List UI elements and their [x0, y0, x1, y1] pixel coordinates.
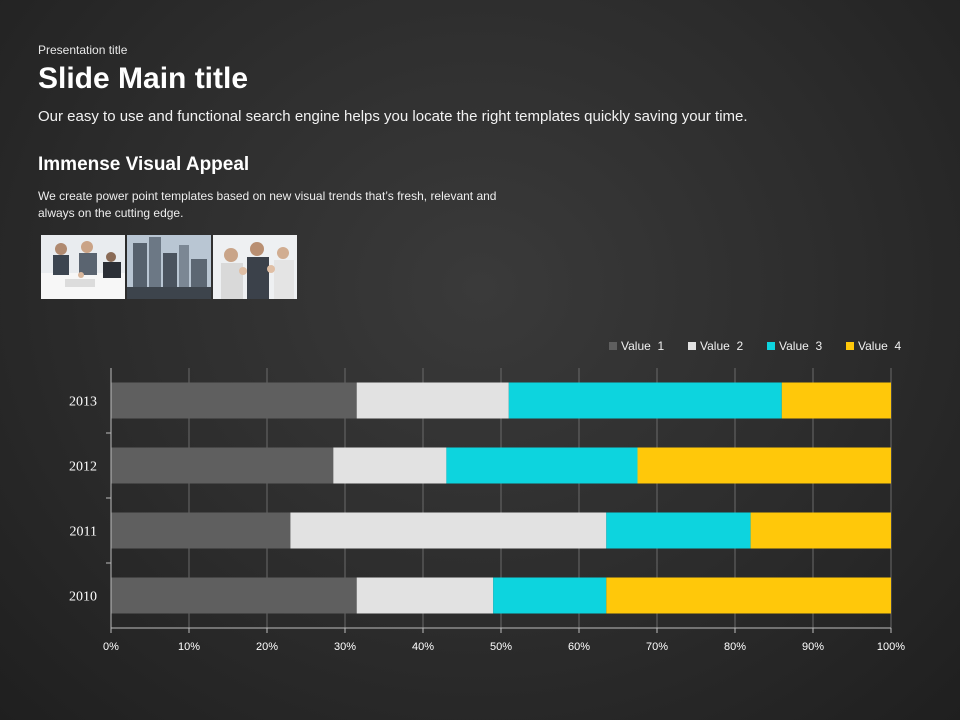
- x-tick-label: 60%: [568, 641, 590, 653]
- x-tick-label: 20%: [256, 641, 278, 653]
- x-tick-label: 30%: [334, 641, 356, 653]
- bar-segment: [333, 447, 447, 484]
- bar-segment: [606, 577, 891, 614]
- photo-strip: [41, 235, 297, 299]
- slide-main-title: Slide Main title: [38, 62, 249, 95]
- legend-label: Value 2: [700, 339, 743, 353]
- y-category-label: 2012: [69, 460, 97, 475]
- bar-segment: [446, 447, 638, 484]
- legend-swatch: [609, 342, 617, 350]
- presentation-title: Presentation title: [38, 43, 128, 57]
- bar-segment: [356, 382, 509, 419]
- bar-segment: [637, 447, 891, 484]
- x-tick-label: 10%: [178, 641, 200, 653]
- legend-swatch: [767, 342, 775, 350]
- section-heading: Immense Visual Appeal: [38, 154, 250, 175]
- y-category-label: 2013: [69, 395, 97, 410]
- applauding-people-photo: [213, 235, 297, 299]
- x-tick-label: 40%: [412, 641, 434, 653]
- y-category-label: 2010: [69, 590, 97, 605]
- bar-segment: [111, 447, 334, 484]
- bar-segment: [750, 512, 891, 549]
- legend-label: Value 1: [621, 339, 664, 353]
- x-tick-label: 100%: [877, 641, 905, 653]
- city-buildings-photo: [127, 235, 211, 299]
- x-tick-label: 90%: [802, 641, 824, 653]
- slide-subtitle: Our easy to use and functional search en…: [38, 108, 748, 125]
- bars: [111, 382, 891, 614]
- legend-swatch: [846, 342, 854, 350]
- y-category-label: 2011: [70, 525, 97, 540]
- bar-segment: [781, 382, 891, 419]
- bar-segment: [493, 577, 607, 614]
- bar-segment: [111, 382, 357, 419]
- stacked-bar-chart: 0% 10% 20% 30% 40% 50% 60% 70% 80% 90% 100% 2013 201…: [69, 339, 905, 653]
- bar-segment: [508, 382, 782, 419]
- x-tick-label: 50%: [490, 641, 512, 653]
- legend: Value 1 Value 2 Value 3 Value 4: [609, 339, 901, 353]
- bar-segment: [290, 512, 607, 549]
- axes: 0% 10% 20% 30% 40% 50% 60% 70% 80% 90% 100% 2013 201…: [69, 368, 905, 653]
- legend-label: Value 4: [858, 339, 901, 353]
- bar-segment: [356, 577, 494, 614]
- x-tick-label: 0%: [103, 641, 119, 653]
- legend-label: Value 3: [779, 339, 822, 353]
- bar-segment: [111, 512, 291, 549]
- x-tick-label: 80%: [724, 641, 746, 653]
- section-body: We create power point templates based on…: [38, 189, 497, 220]
- bar-segment: [606, 512, 751, 549]
- bar-segment: [111, 577, 357, 614]
- business-meeting-photo: [41, 235, 125, 299]
- x-tick-label: 70%: [646, 641, 668, 653]
- legend-swatch: [688, 342, 696, 350]
